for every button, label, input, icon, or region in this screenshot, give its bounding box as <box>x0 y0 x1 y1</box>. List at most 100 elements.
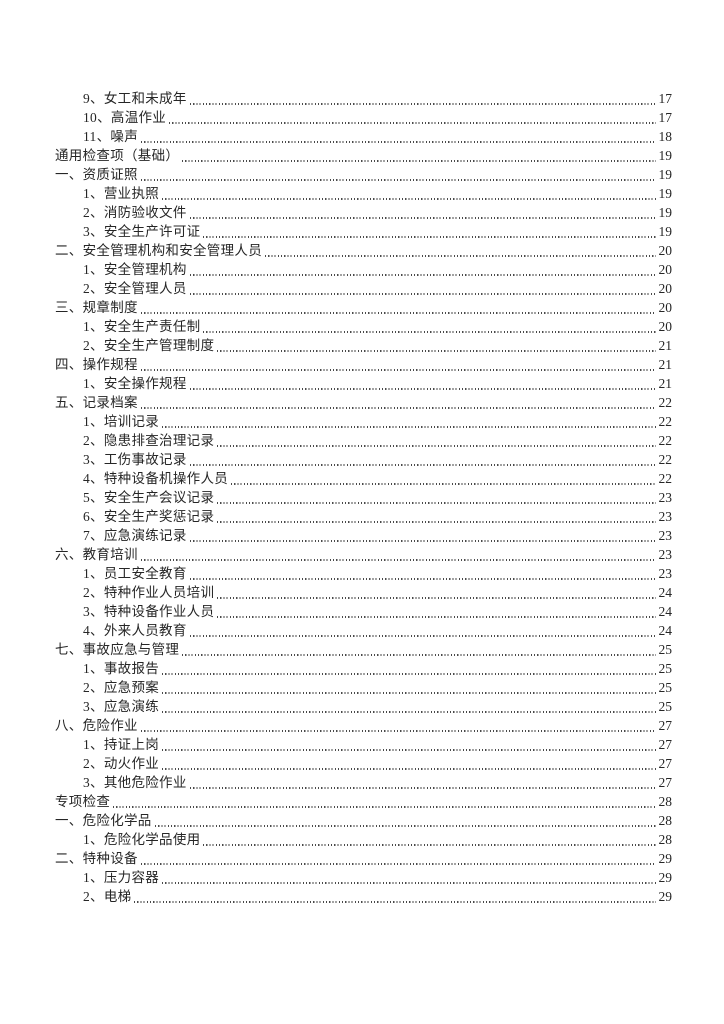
toc-entry[interactable]: 9、女工和未成年 17 <box>55 89 672 108</box>
dot-leader <box>189 540 656 542</box>
toc-entry[interactable]: 4、外来人员教育 24 <box>55 621 672 640</box>
toc-entry-page-number: 27 <box>658 775 673 790</box>
toc-entry-label: 3、其他危险作业 <box>83 775 187 790</box>
toc-entry[interactable]: 3、其他危险作业 27 <box>55 773 672 792</box>
dot-leader <box>162 692 656 694</box>
toc-entry[interactable]: 1、持证上岗 27 <box>55 735 672 754</box>
toc-entry[interactable]: 二、安全管理机构和安全管理人员 20 <box>55 241 672 260</box>
toc-entry[interactable]: 一、资质证照 19 <box>55 165 672 184</box>
toc-entry-label: 1、安全管理机构 <box>83 262 187 277</box>
toc-entry[interactable]: 3、工伤事故记录 22 <box>55 450 672 469</box>
toc-entry-page-number: 23 <box>658 547 673 562</box>
toc-entry-page-number: 24 <box>658 585 673 600</box>
toc-entry[interactable]: 4、特种设备机操作人员 22 <box>55 469 672 488</box>
toc-entry[interactable]: 2、安全管理人员 20 <box>55 279 672 298</box>
dot-leader <box>217 597 656 599</box>
toc-entry-page-number: 22 <box>658 452 673 467</box>
toc-entry-page-number: 23 <box>658 509 673 524</box>
toc-entry[interactable]: 1、营业执照 19 <box>55 184 672 203</box>
dot-leader <box>189 464 656 466</box>
dot-leader <box>140 369 656 371</box>
toc-entry[interactable]: 2、安全生产管理制度 21 <box>55 336 672 355</box>
dot-leader <box>189 217 656 219</box>
toc-entry[interactable]: 2、特种作业人员培训 24 <box>55 583 672 602</box>
toc-entry-page-number: 19 <box>658 148 673 163</box>
toc-entry-page-number: 29 <box>658 889 673 904</box>
toc-entry-page-number: 22 <box>658 395 673 410</box>
toc-entry-page-number: 20 <box>658 281 673 296</box>
toc-entry[interactable]: 1、安全操作规程 21 <box>55 374 672 393</box>
toc-entry[interactable]: 5、安全生产会议记录 23 <box>55 488 672 507</box>
dot-leader <box>217 616 656 618</box>
dot-leader <box>189 274 656 276</box>
toc-entry[interactable]: 2、动火作业 27 <box>55 754 672 773</box>
dot-leader <box>140 407 656 409</box>
toc-entry-label: 2、安全管理人员 <box>83 281 187 296</box>
toc-entry-page-number: 20 <box>658 319 673 334</box>
toc-entry[interactable]: 2、电梯 29 <box>55 887 672 906</box>
toc-entry-page-number: 20 <box>658 243 673 258</box>
toc-entry[interactable]: 四、操作规程 21 <box>55 355 672 374</box>
toc-entry[interactable]: 1、员工安全教育 23 <box>55 564 672 583</box>
toc-entry[interactable]: 1、安全生产责任制 20 <box>55 317 672 336</box>
table-of-contents: 9、女工和未成年 17 10、高温作业 17 11、噪声 18 通用检查项（基础… <box>55 89 672 906</box>
toc-entry[interactable]: 7、应急演练记录 23 <box>55 526 672 545</box>
toc-entry-page-number: 20 <box>658 262 673 277</box>
dot-leader <box>113 806 656 808</box>
dot-leader <box>265 255 656 257</box>
toc-entry-label: 八、危险作业 <box>55 718 138 733</box>
toc-entry[interactable]: 1、压力容器 29 <box>55 868 672 887</box>
toc-entry[interactable]: 通用检查项（基础） 19 <box>55 146 672 165</box>
toc-entry-page-number: 21 <box>658 357 673 372</box>
toc-entry-label: 2、应急预案 <box>83 680 160 695</box>
dot-leader <box>182 654 656 656</box>
toc-entry[interactable]: 专项检查 28 <box>55 792 672 811</box>
toc-entry-label: 7、应急演练记录 <box>83 528 187 543</box>
toc-entry[interactable]: 3、特种设备作业人员 24 <box>55 602 672 621</box>
toc-entry[interactable]: 一、危险化学品 28 <box>55 811 672 830</box>
dot-leader <box>217 445 656 447</box>
dot-leader <box>162 198 656 200</box>
dot-leader <box>140 863 656 865</box>
toc-entry[interactable]: 2、应急预案 25 <box>55 678 672 697</box>
toc-entry[interactable]: 二、特种设备 29 <box>55 849 672 868</box>
toc-entry-page-number: 24 <box>658 623 673 638</box>
toc-entry-label: 1、危险化学品使用 <box>83 832 201 847</box>
toc-entry[interactable]: 1、培训记录 22 <box>55 412 672 431</box>
toc-entry[interactable]: 2、隐患排查治理记录 22 <box>55 431 672 450</box>
toc-entry[interactable]: 11、噪声 18 <box>55 127 672 146</box>
toc-entry-page-number: 21 <box>658 376 673 391</box>
dot-leader <box>203 844 656 846</box>
toc-entry-label: 4、外来人员教育 <box>83 623 187 638</box>
toc-entry[interactable]: 七、事故应急与管理 25 <box>55 640 672 659</box>
toc-entry[interactable]: 五、记录档案 22 <box>55 393 672 412</box>
toc-entry-page-number: 19 <box>658 167 673 182</box>
toc-entry-label: 3、安全生产许可证 <box>83 224 201 239</box>
dot-leader <box>189 635 656 637</box>
toc-entry-label: 1、营业执照 <box>83 186 160 201</box>
toc-entry-page-number: 27 <box>658 718 673 733</box>
toc-entry[interactable]: 2、消防验收文件 19 <box>55 203 672 222</box>
toc-entry[interactable]: 3、应急演练 25 <box>55 697 672 716</box>
toc-entry-page-number: 19 <box>658 205 673 220</box>
toc-entry-label: 1、员工安全教育 <box>83 566 187 581</box>
toc-entry-label: 2、隐患排查治理记录 <box>83 433 215 448</box>
toc-entry-label: 2、安全生产管理制度 <box>83 338 215 353</box>
toc-entry[interactable]: 3、安全生产许可证 19 <box>55 222 672 241</box>
toc-entry[interactable]: 1、事故报告 25 <box>55 659 672 678</box>
toc-entry-label: 1、持证上岗 <box>83 737 160 752</box>
toc-entry-page-number: 28 <box>658 832 673 847</box>
toc-entry-page-number: 18 <box>658 129 673 144</box>
toc-entry[interactable]: 1、危险化学品使用 28 <box>55 830 672 849</box>
toc-entry[interactable]: 6、安全生产奖惩记录 23 <box>55 507 672 526</box>
toc-entry[interactable]: 八、危险作业 27 <box>55 716 672 735</box>
toc-entry-label: 七、事故应急与管理 <box>55 642 180 657</box>
toc-entry[interactable]: 六、教育培训 23 <box>55 545 672 564</box>
toc-entry-label: 2、消防验收文件 <box>83 205 187 220</box>
toc-entry[interactable]: 1、安全管理机构 20 <box>55 260 672 279</box>
toc-entry[interactable]: 三、规章制度 20 <box>55 298 672 317</box>
toc-entry-page-number: 20 <box>658 300 673 315</box>
dot-leader <box>217 350 656 352</box>
toc-entry-label: 3、工伤事故记录 <box>83 452 187 467</box>
toc-entry[interactable]: 10、高温作业 17 <box>55 108 672 127</box>
